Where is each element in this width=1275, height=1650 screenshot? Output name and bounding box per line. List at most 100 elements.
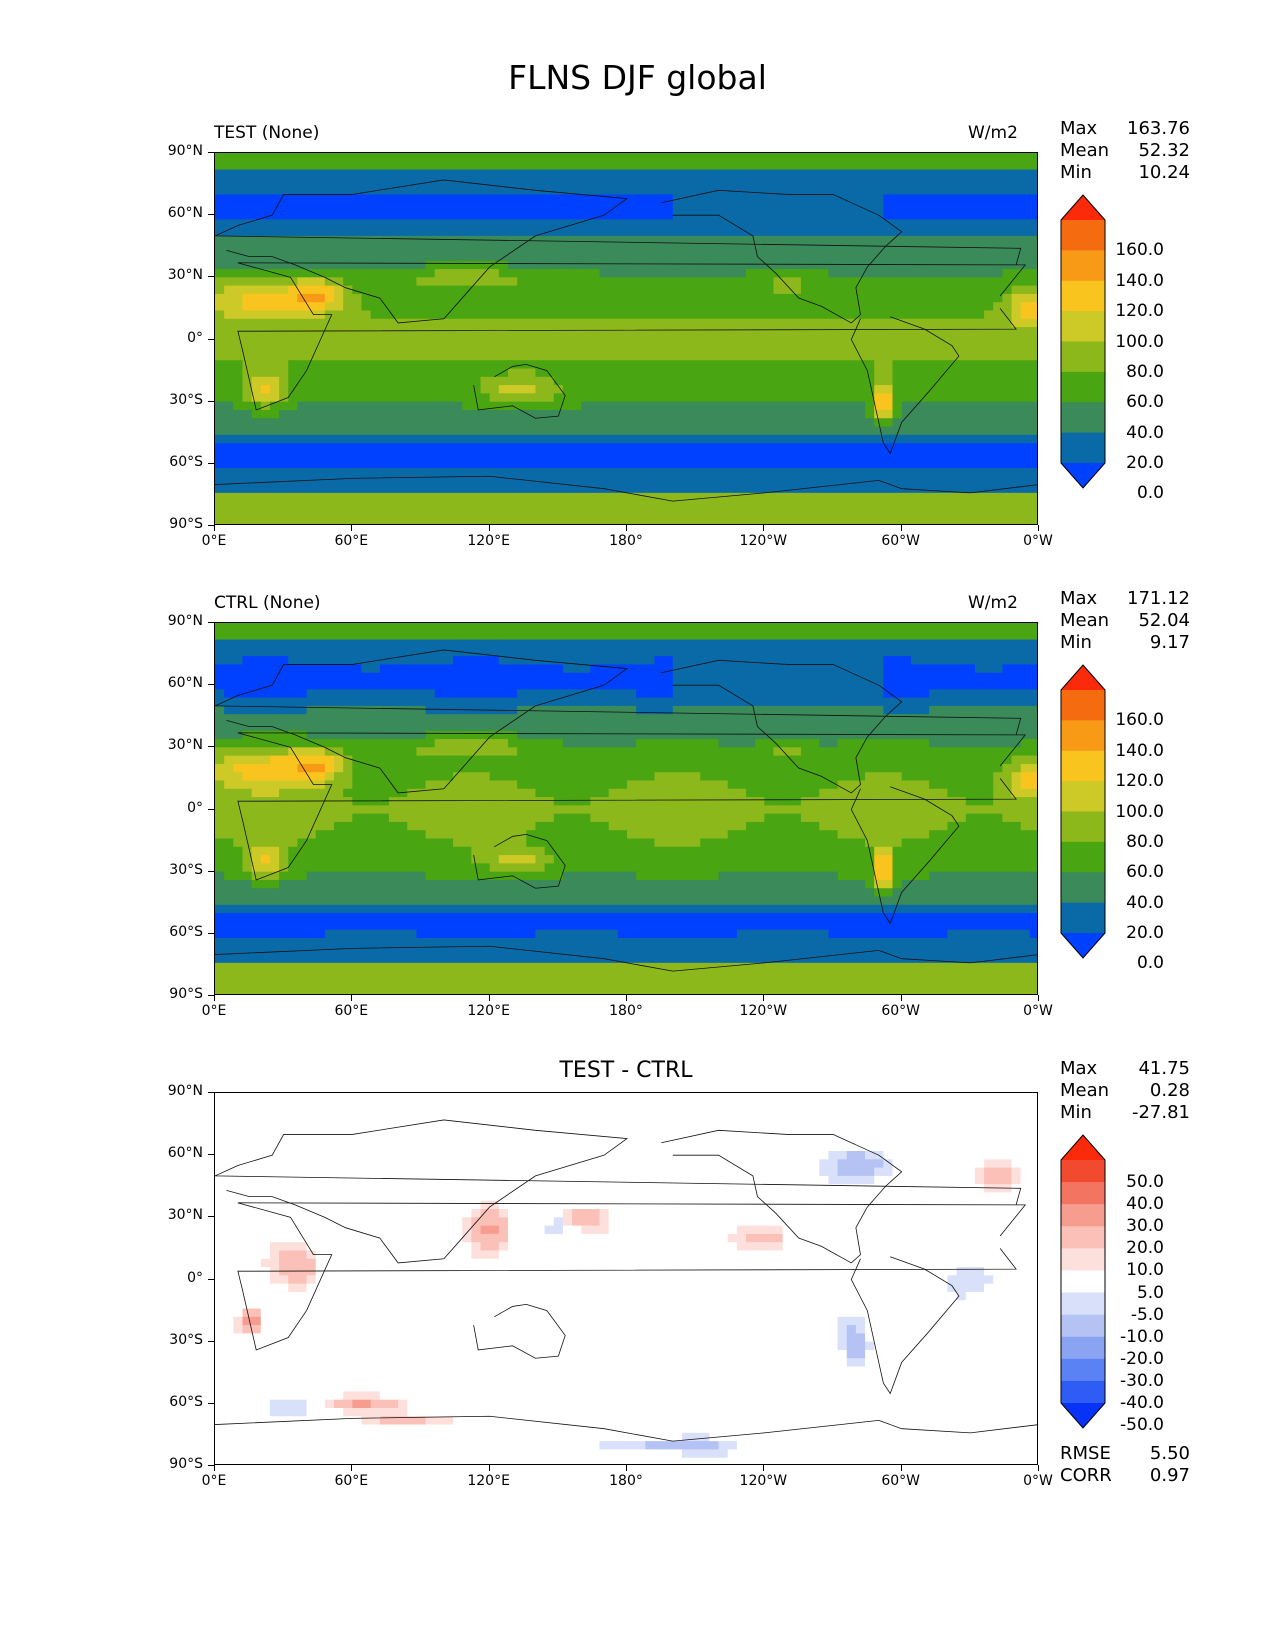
contour-cell <box>892 879 903 889</box>
contour-cell <box>242 730 308 740</box>
contour-cell <box>306 1242 472 1252</box>
contour-cell <box>553 376 875 386</box>
contour-cell <box>837 739 930 748</box>
contour-cell <box>242 846 253 856</box>
contour-cell <box>718 739 756 748</box>
contour-cell <box>215 252 1037 262</box>
coastline <box>661 1129 903 1264</box>
contour-cell <box>251 788 280 798</box>
y-tick-label: 90°N <box>167 1083 203 1099</box>
contour-cell <box>837 871 875 881</box>
contour-cell <box>471 1209 482 1218</box>
colorbar-extend-top <box>1061 1135 1105 1160</box>
contour-cell <box>535 788 610 798</box>
contour-cell <box>800 797 967 806</box>
contour-cell <box>334 285 344 295</box>
contour-cell <box>297 293 326 303</box>
contour-cell <box>434 689 518 699</box>
contour-cell <box>1002 269 1037 278</box>
y-tick-mark <box>208 808 214 810</box>
contour-cell <box>215 161 1037 171</box>
y-tick-mark <box>208 338 214 340</box>
contour-cell <box>837 830 930 840</box>
contour-cell <box>471 1217 509 1227</box>
contour-cell <box>324 763 335 773</box>
colorbar-tick-label: 40.0 <box>1126 892 1164 913</box>
x-tick-label: 60°E <box>334 1003 369 1019</box>
x-tick-mark <box>351 995 353 1001</box>
contour-cell <box>874 385 894 394</box>
contour-cell <box>215 1192 1037 1202</box>
contour-cell <box>874 1341 1037 1351</box>
contour-cell <box>1020 772 1037 782</box>
contour-cell <box>215 1109 1037 1119</box>
coastline <box>473 363 566 419</box>
panel-test: TEST (None) W/m2 Max 163.76 Mean 52.32 Min… <box>0 0 1275 549</box>
contour-cell <box>215 1349 848 1359</box>
contour-cell <box>782 1233 1037 1243</box>
contour-cell <box>892 888 1037 898</box>
contour-cell <box>242 293 298 303</box>
contour-cell <box>343 747 418 757</box>
coastline <box>850 316 960 455</box>
contour-cell <box>517 277 775 287</box>
colorbar <box>1060 1134 1106 1429</box>
contour-cell <box>883 664 976 674</box>
contour-cell <box>1020 821 1037 831</box>
contour-cell <box>215 517 1037 524</box>
contour-cell <box>489 863 546 873</box>
contour-cell <box>517 730 1037 740</box>
contour-cell <box>636 739 720 748</box>
contour-cell <box>297 838 454 848</box>
y-tick-label: 90°S <box>169 986 203 1002</box>
contour-cell <box>562 664 591 674</box>
contour-cell <box>608 1225 738 1235</box>
contour-cell <box>819 1167 839 1177</box>
contour-cell <box>388 813 555 823</box>
panel-left-title: CTRL (None) <box>214 593 321 613</box>
contour-field <box>215 623 1037 994</box>
colorbar-segment <box>1061 1226 1105 1249</box>
contour-cell <box>215 202 674 212</box>
contour-cell <box>224 310 326 320</box>
contour-cell <box>984 1167 1013 1177</box>
contour-cell <box>224 285 289 295</box>
y-tick-mark <box>208 995 214 996</box>
colorbar-tick-label: 80.0 <box>1126 831 1164 852</box>
contour-cell <box>865 401 875 411</box>
contour-cell <box>736 1242 784 1252</box>
contour-cell <box>993 772 1013 782</box>
y-tick-label: 60°S <box>169 453 203 470</box>
contour-cell <box>828 1175 875 1185</box>
coastline <box>850 1256 960 1395</box>
colorbar-tick-label: -50.0 <box>1120 1415 1164 1436</box>
contour-cell <box>215 1101 1037 1111</box>
contour-cell <box>233 763 298 773</box>
colorbar <box>1060 194 1106 489</box>
contour-cell <box>215 1424 1037 1434</box>
contour-cell <box>892 418 1037 428</box>
contour-cell <box>901 409 1037 419</box>
contour-cell <box>746 269 830 278</box>
contour-cell <box>672 664 884 674</box>
contour-cell <box>215 376 244 386</box>
contour-cell <box>269 1275 289 1285</box>
x-tick-mark <box>488 525 490 531</box>
contour-cell <box>984 310 1013 320</box>
contour-cell <box>334 755 344 765</box>
contour-cell <box>352 1399 372 1409</box>
contour-cell <box>215 227 1037 237</box>
contour-cell <box>215 697 1037 707</box>
contour-cell <box>984 1175 1013 1185</box>
contour-cell <box>324 780 353 790</box>
stat-value: 5.50 <box>1149 1443 1190 1464</box>
contour-cell <box>215 1184 985 1194</box>
contour-cell <box>242 393 253 403</box>
panel-center-title: TEST - CTRL <box>559 1058 693 1083</box>
contour-cell <box>215 509 1037 519</box>
contour-cell <box>892 1159 985 1169</box>
contour-cell <box>370 1399 399 1409</box>
contour-cell <box>279 855 289 864</box>
y-tick-mark <box>208 870 214 872</box>
contour-cell <box>215 368 244 378</box>
